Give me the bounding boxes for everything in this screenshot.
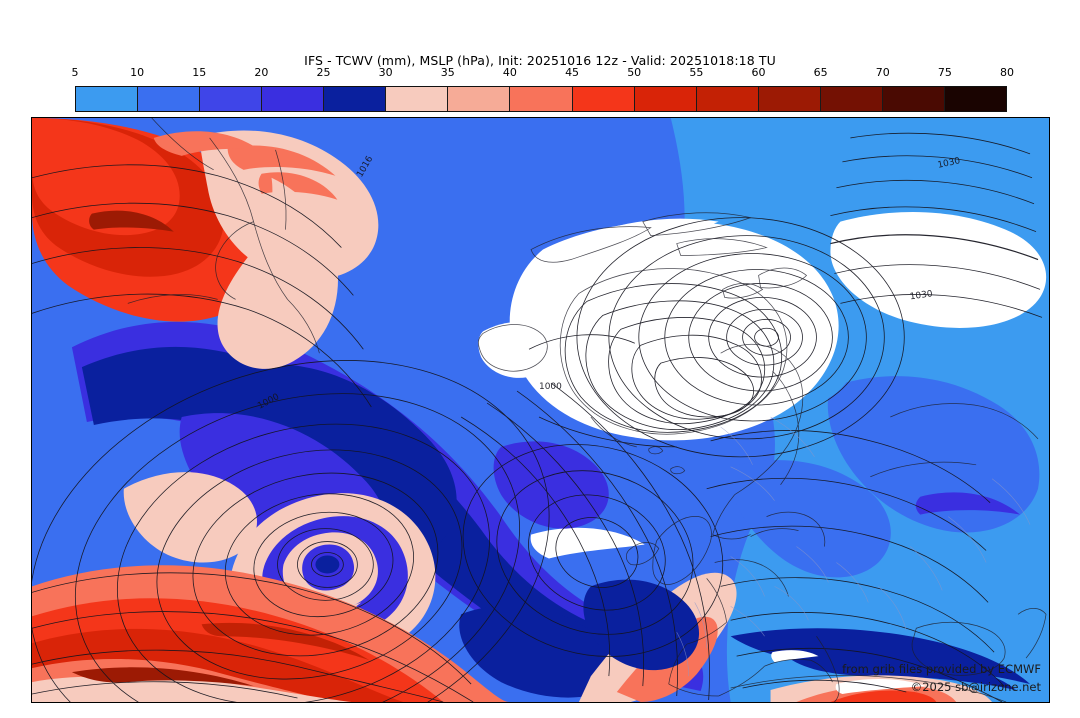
contour-label: 1030	[937, 156, 962, 171]
attribution-copyright: ©2025 sb@irizone.net	[910, 680, 1041, 694]
colorbar-swatch-indigo-blue	[200, 87, 263, 111]
colorbar-swatch-salmon	[448, 87, 511, 111]
colorbar-swatch-near-black	[944, 87, 1006, 111]
colorbar-tick-15: 15	[192, 66, 207, 79]
colorbar-swatch-navy	[324, 87, 387, 111]
colorbar-tick-30: 30	[378, 66, 393, 79]
colorbar-tick-65: 65	[813, 66, 828, 79]
mslp-contours-and-coastlines: 1000 1000 1030 1030 1016	[32, 118, 1047, 702]
contour-label: 1000	[539, 382, 562, 392]
colorbar-tick-55: 55	[689, 66, 704, 79]
page-title: IFS - TCWV (mm), MSLP (hPa), Init: 20251…	[304, 53, 776, 68]
attribution-source: from grib files provided by ECMWF	[842, 662, 1041, 676]
colorbar-tick-20: 20	[254, 66, 269, 79]
colorbar-tick-60: 60	[751, 66, 766, 79]
colorbar-tick-80: 80	[1000, 66, 1014, 79]
colorbar-tick-35: 35	[440, 66, 455, 79]
colorbar-swatch-coral	[510, 87, 573, 111]
colorbar-swatch-blue	[138, 87, 201, 111]
colorbar-swatch-dark-red	[696, 87, 759, 111]
colorbar-swatch-dark-maroon	[882, 87, 945, 111]
colorbar-swatch-orange-red	[572, 87, 635, 111]
colorbar-tick-75: 75	[937, 66, 952, 79]
colorbar-swatch-pale-pink	[386, 87, 449, 111]
colorbar-swatch-deep-red	[758, 87, 821, 111]
colorbar-swatch-maroon	[820, 87, 883, 111]
colorbar-tick-50: 50	[627, 66, 642, 79]
map-panel[interactable]: 1000 1000 1030 1030 1016 from grib files…	[31, 117, 1050, 703]
colorbar-tick-45: 45	[565, 66, 580, 79]
contour-label: 1000	[256, 392, 281, 412]
colorbar-ticks: 5 10 15 20 25 30 35 40 45 50 55 60 65 70 75 80	[71, 66, 1015, 82]
tcwv-shaded-field	[32, 118, 1049, 702]
colorbar-tick-25: 25	[316, 66, 331, 79]
contour-label: 1016	[355, 154, 375, 179]
contour-label: 1030	[909, 289, 933, 302]
colorbar-tick-70: 70	[875, 66, 890, 79]
colorbar-tick-10: 10	[130, 66, 145, 79]
colorbar-swatch-red	[634, 87, 697, 111]
colorbar-swatch-light-blue	[76, 87, 139, 111]
colorbar-tick-40: 40	[502, 66, 517, 79]
colorbar-swatch-royal-blue	[262, 87, 325, 111]
colorbar-tick-5: 5	[71, 66, 79, 79]
colorbar[interactable]	[75, 86, 1007, 112]
